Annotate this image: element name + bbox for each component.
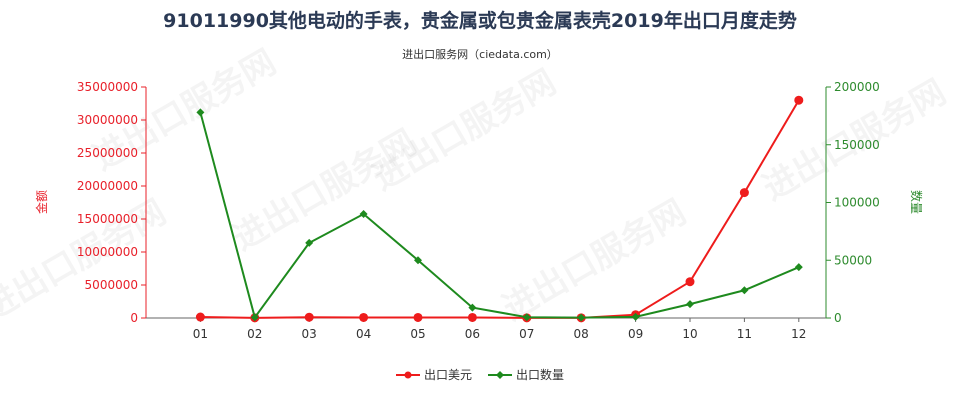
data-point-amount[interactable] [359, 312, 369, 322]
data-point-quantity[interactable] [794, 263, 803, 272]
series-line-amount [200, 99, 800, 319]
left-tick-label: 10000000 [77, 245, 138, 259]
right-tick-label: 0 [834, 311, 842, 325]
data-point-quantity[interactable] [196, 108, 205, 117]
data-point-quantity[interactable] [414, 256, 422, 265]
left-tick-label: 5000000 [85, 278, 138, 292]
series-line-quantity [199, 112, 800, 320]
right-axis-title: 数量 [909, 190, 924, 214]
x-tick-label: 12 [791, 327, 806, 341]
data-point-quantity[interactable] [250, 313, 259, 322]
left-axis-title: 金额 [34, 190, 49, 214]
x-tick-label: 05 [410, 327, 425, 341]
legend-label-amount[interactable]: 出口美元 [424, 368, 472, 382]
left-tick-label: 30000000 [77, 113, 138, 127]
x-tick-label: 10 [682, 327, 697, 341]
x-tick-label: 04 [356, 327, 371, 341]
chart-title: 91011990其他电动的手表，贵金属或包贵金属表壳2019年出口月度走势 [163, 10, 797, 32]
data-point-quantity[interactable] [740, 286, 749, 295]
x-tick-label: 07 [519, 327, 534, 341]
left-tick-label: 15000000 [77, 212, 138, 226]
right-tick-label: 200000 [834, 80, 880, 94]
data-point-amount[interactable] [467, 312, 477, 322]
chart-subtitle: 进出口服务网（ciedata.com） [402, 48, 558, 61]
right-tick-label: 50000 [834, 253, 872, 267]
data-point-quantity[interactable] [305, 238, 314, 247]
x-tick-label: 02 [247, 327, 262, 341]
legend-marker [404, 371, 412, 379]
data-point-quantity[interactable] [577, 313, 586, 322]
left-tick-label: 20000000 [77, 179, 138, 193]
left-tick-label: 0 [130, 311, 138, 325]
data-point-amount[interactable] [413, 312, 423, 322]
data-point-amount[interactable] [195, 312, 205, 322]
watermark-text: 进出口服务网 [496, 192, 693, 329]
data-point-quantity[interactable] [631, 312, 640, 321]
x-tick-label: 09 [628, 327, 643, 341]
data-point-amount[interactable] [304, 312, 314, 322]
data-point-quantity[interactable] [686, 300, 694, 309]
left-tick-label: 25000000 [77, 146, 138, 160]
x-tick-label: 08 [574, 327, 589, 341]
x-tick-label: 01 [193, 327, 208, 341]
data-point-quantity[interactable] [359, 210, 368, 219]
left-tick-label: 35000000 [77, 80, 138, 94]
axes: 0 5000000 10000000 15000000 20000000 25000000… [34, 80, 924, 341]
data-point-amount[interactable] [739, 188, 749, 198]
right-tick-label: 100000 [834, 196, 880, 210]
legend-label-quantity[interactable]: 出口数量 [516, 367, 564, 382]
series-layer [195, 95, 804, 323]
right-tick-label: 150000 [834, 138, 880, 152]
legend-marker [496, 371, 504, 379]
data-point-quantity[interactable] [522, 313, 531, 322]
data-point-amount[interactable] [794, 95, 804, 105]
x-tick-label: 11 [737, 327, 752, 341]
data-point-quantity[interactable] [468, 303, 477, 312]
x-tick-label: 06 [465, 327, 480, 341]
legend: 出口美元 出口数量 [396, 367, 564, 382]
data-point-amount[interactable] [685, 277, 695, 287]
x-tick-label: 03 [302, 327, 317, 341]
